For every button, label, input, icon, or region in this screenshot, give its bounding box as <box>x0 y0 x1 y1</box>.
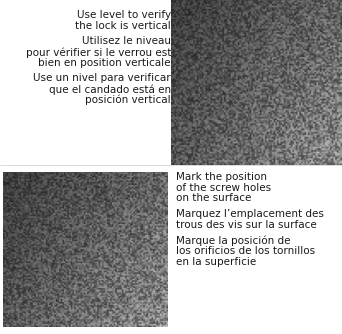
Text: Mark the position: Mark the position <box>176 172 267 182</box>
Text: the lock is vertical: the lock is vertical <box>75 21 171 31</box>
Text: pour vérifier si le verrou est: pour vérifier si le verrou est <box>26 47 171 57</box>
Text: bien en position verticale: bien en position verticale <box>39 58 171 68</box>
Text: Use level to verify: Use level to verify <box>77 10 171 20</box>
Text: los orificios de los tornillos: los orificios de los tornillos <box>176 246 315 256</box>
Text: Marque la posición de: Marque la posición de <box>176 235 291 246</box>
Text: posición vertical: posición vertical <box>86 95 171 105</box>
Text: que el candado está en: que el candado está en <box>49 84 171 95</box>
Text: on the surface: on the surface <box>176 193 251 203</box>
Text: trous des vis sur la surface: trous des vis sur la surface <box>176 220 317 230</box>
Text: en la superficie: en la superficie <box>176 257 256 267</box>
Text: Utilisez le niveau: Utilisez le niveau <box>82 36 171 46</box>
Text: Marquez l’emplacement des: Marquez l’emplacement des <box>176 209 324 219</box>
Text: of the screw holes: of the screw holes <box>176 183 271 193</box>
Text: Use un nivel para verificar: Use un nivel para verificar <box>34 73 171 84</box>
